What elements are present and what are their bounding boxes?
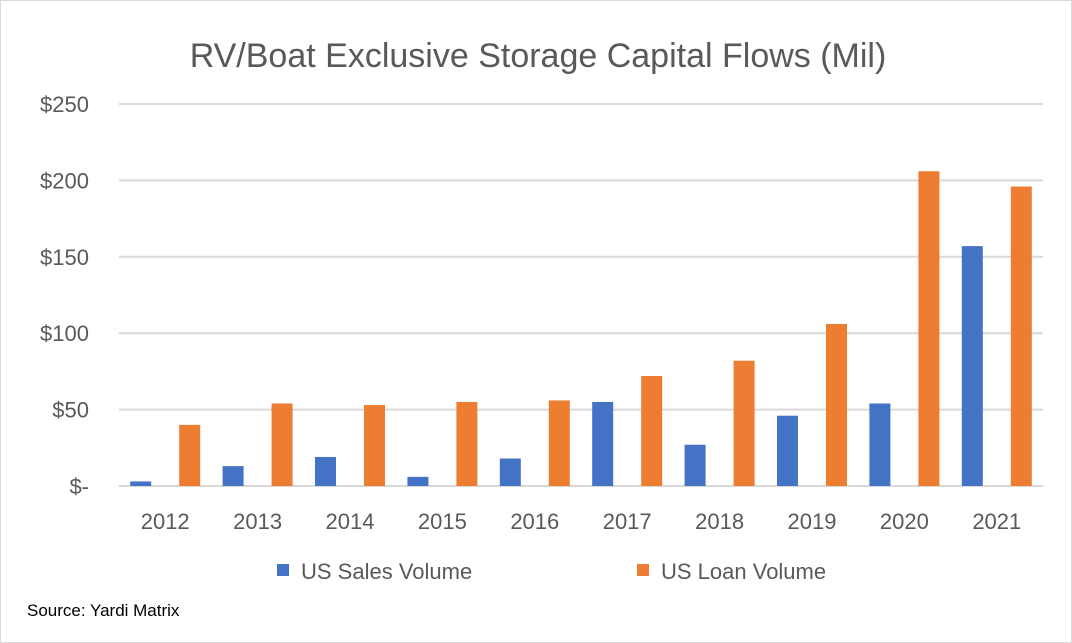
y-tick-label: $150 (40, 245, 89, 270)
x-tick-label: 2018 (695, 509, 744, 534)
bar-loan-volume (548, 400, 570, 486)
bar-loan-volume (918, 171, 940, 486)
source-note: Source: Yardi Matrix (27, 601, 180, 620)
y-axis-tick-labels: $- $50 $100 $150 $200 $250 (40, 92, 89, 499)
gridlines (119, 103, 1043, 487)
bar-loan-volume (179, 424, 201, 486)
chart-title: RV/Boat Exclusive Storage Capital Flows … (190, 37, 887, 75)
y-tick-label: $- (69, 474, 89, 499)
bar-sales-volume (130, 481, 152, 486)
x-tick-label: 2013 (233, 509, 282, 534)
y-tick-label: $200 (40, 168, 89, 193)
y-tick-label: $250 (40, 92, 89, 117)
bar-sales-volume (684, 444, 706, 486)
x-tick-label: 2015 (418, 509, 467, 534)
bar-sales-volume (961, 246, 983, 486)
legend-swatch (277, 564, 289, 576)
legend-label: US Loan Volume (661, 559, 826, 584)
bar-loan-volume (826, 324, 847, 486)
bar-sales-volume (777, 415, 798, 486)
x-tick-label: 2016 (510, 509, 559, 534)
legend-swatch (637, 564, 649, 576)
bar-sales-volume (222, 466, 244, 486)
x-tick-label: 2014 (326, 509, 375, 534)
x-tick-label: 2017 (603, 509, 652, 534)
bar-loan-volume (733, 360, 755, 486)
bar-sales-volume (592, 401, 614, 486)
x-tick-label: 2019 (788, 509, 837, 534)
bar-sales-volume (499, 458, 521, 486)
legend: US Sales Volume US Loan Volume (277, 559, 826, 584)
bar-sales-volume (869, 403, 891, 486)
bar-loan-volume (271, 403, 293, 486)
x-axis-tick-labels: 2012 2013 2014 2015 2016 2017 2018 2019 2020 2021 (141, 509, 1022, 534)
bar-loan-volume (1010, 186, 1032, 486)
bars (130, 171, 1032, 486)
x-tick-label: 2021 (972, 509, 1021, 534)
legend-label: US Sales Volume (301, 559, 472, 584)
bar-sales-volume (315, 456, 336, 486)
bar-sales-volume (407, 476, 429, 486)
bar-loan-volume (456, 401, 478, 486)
y-tick-label: $50 (52, 398, 89, 423)
y-tick-label: $100 (40, 321, 89, 346)
bar-loan-volume (641, 375, 663, 486)
x-tick-label: 2012 (141, 509, 190, 534)
bar-loan-volume (364, 405, 385, 486)
x-tick-label: 2020 (880, 509, 929, 534)
